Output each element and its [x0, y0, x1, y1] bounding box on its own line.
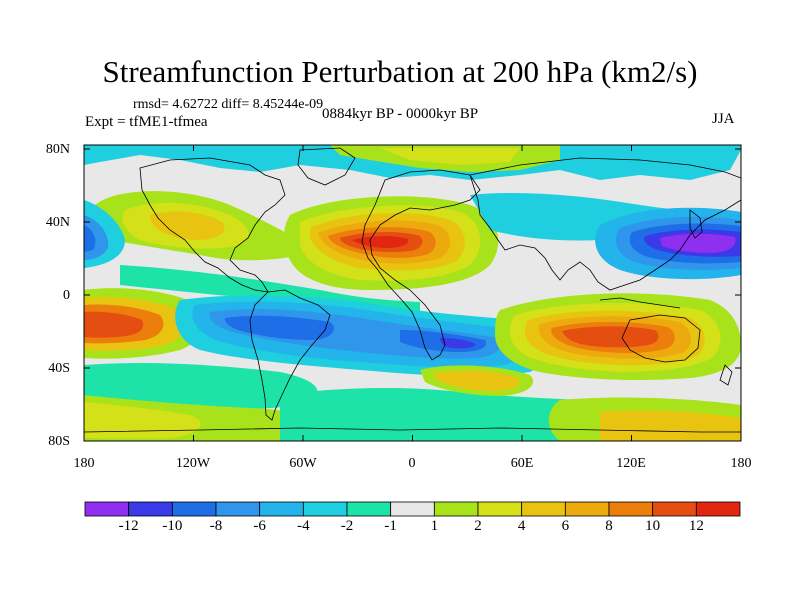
- aus-anticyclone-core: [562, 326, 659, 348]
- colorbar-label: 6: [561, 518, 570, 534]
- wp-cyclone-core: [660, 233, 736, 253]
- colorbar-label: -12: [118, 518, 139, 534]
- lon-tick-60w: 60W: [289, 456, 317, 471]
- stats-line: rmsd= 4.62722 diff= 8.45244e-09: [133, 97, 324, 112]
- colorbar-swatch: [564, 501, 610, 517]
- colorbar-label: -6: [253, 518, 266, 534]
- south-america-coast: [249, 289, 331, 421]
- colorbar-swatch: [521, 501, 566, 517]
- colorbar-swatch: [215, 501, 261, 517]
- indonesia-coast: [599, 297, 681, 309]
- colorbar-label: -8: [209, 518, 223, 534]
- japan-coast: [689, 209, 703, 239]
- contour-field: [84, 145, 741, 441]
- colorbar-label: 1: [430, 518, 439, 534]
- colorbar: [84, 501, 741, 517]
- season-label: JJA: [712, 111, 735, 127]
- so-positive-core: [84, 402, 201, 438]
- np-cyclone-core: [84, 225, 96, 252]
- colorbar-swatch: [128, 501, 173, 517]
- colorbar-swatch: [259, 501, 304, 517]
- sio-positive-core: [432, 370, 520, 391]
- lon-tick-180e: 180: [730, 456, 752, 471]
- colorbar-label: 12: [688, 518, 704, 534]
- australia-coast: [621, 314, 701, 363]
- greenland-coast: [297, 147, 356, 186]
- colorbar-swatch: [346, 501, 392, 517]
- lat-tick-80n: 80N: [45, 142, 70, 157]
- experiment-label: Expt = tfME1-tfmea: [85, 114, 208, 130]
- lat-tick-0: 0: [63, 288, 70, 303]
- lon-tick-0: 0: [408, 456, 416, 471]
- colorbar-swatch: [433, 501, 479, 517]
- lon-tick-60e: 60E: [510, 456, 534, 471]
- colorbar-label: -4: [297, 518, 310, 534]
- naf-anticyclone-core: [352, 236, 409, 248]
- lon-tick-120e: 120E: [616, 456, 646, 471]
- colorbar-label: -1: [384, 518, 397, 534]
- colorbar-label: 10: [645, 518, 661, 534]
- colorbar-swatch: [84, 501, 130, 517]
- lat-tick-40n: 40N: [45, 215, 70, 230]
- colorbar-label: 2: [474, 518, 482, 534]
- sp-anticyclone-core: [84, 311, 144, 338]
- arctic-positive-core: [380, 148, 520, 165]
- colorbar-swatch: [390, 501, 435, 517]
- europe-africa-coast: [361, 169, 481, 361]
- so-positive-core-east: [600, 410, 741, 441]
- lon-tick-120w: 120W: [175, 456, 211, 471]
- antarctica-coast: [84, 427, 741, 433]
- colorbar-swatch: [608, 501, 654, 517]
- lat-tick-80s: 80S: [48, 434, 70, 449]
- so-negative-band: [84, 362, 318, 410]
- colorbar-swatch: [652, 501, 697, 517]
- new-zealand-coast: [719, 364, 733, 386]
- na-anticyclone-core: [150, 211, 225, 240]
- colorbar-swatch: [302, 501, 348, 517]
- coastlines: [84, 147, 741, 433]
- lat-tick-40s: 40S: [48, 361, 70, 376]
- north-america-coast: [139, 157, 286, 293]
- colorbar-swatch: [695, 501, 741, 517]
- colorbar-label: 4: [517, 518, 526, 534]
- period-label: 0884kyr BP - 0000kyr BP: [322, 106, 479, 122]
- colorbar-swatch: [171, 501, 217, 517]
- asia-coast: [469, 157, 741, 291]
- figure-title: Streamfunction Perturbation at 200 hPa (…: [102, 54, 698, 89]
- colorbar-label: -2: [340, 518, 354, 534]
- sa-cyclone-core: [224, 315, 334, 340]
- axis-ticks: [83, 145, 742, 442]
- colorbar-label: 8: [605, 518, 613, 534]
- lon-tick-180w: 180: [73, 456, 95, 471]
- colorbar-swatch: [477, 501, 523, 517]
- satl-cyclone-inner: [440, 338, 476, 349]
- colorbar-label: -10: [162, 518, 183, 534]
